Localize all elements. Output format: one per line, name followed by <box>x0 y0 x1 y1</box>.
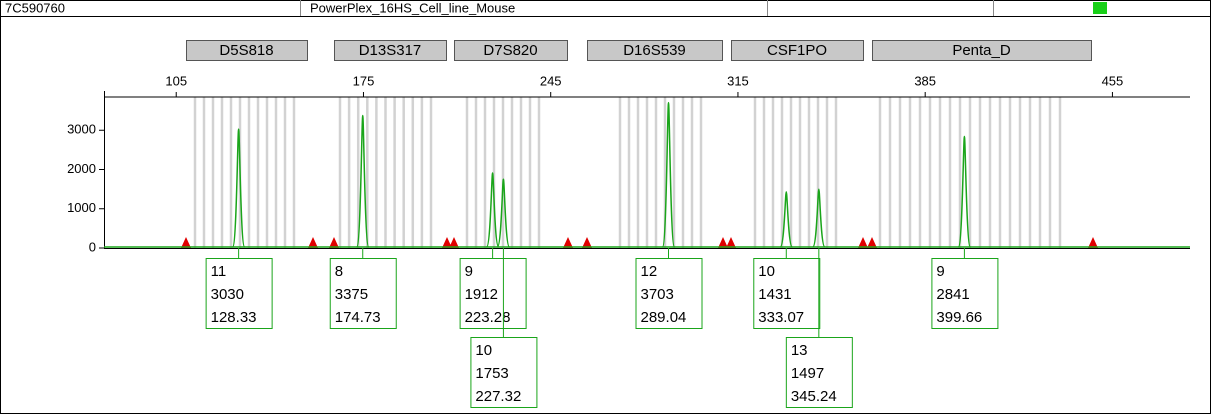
call-size: 227.32 <box>475 388 521 405</box>
call-box <box>459 258 527 329</box>
locus-box <box>334 40 447 61</box>
call-allele: 10 <box>475 342 492 359</box>
y-tick-label: 0 <box>89 239 96 254</box>
locus-box <box>731 40 864 61</box>
locus-box <box>186 40 308 61</box>
peak <box>812 188 826 248</box>
locus-label: CSF1PO <box>767 42 827 59</box>
x-tick-label: 455 <box>1102 73 1124 88</box>
x-tick-label: 385 <box>914 73 936 88</box>
size-marker <box>563 237 573 248</box>
size-marker <box>582 237 592 248</box>
call-box <box>329 258 397 329</box>
status-indicator <box>1093 2 1107 14</box>
size-marker <box>1088 237 1098 248</box>
call-height: 1497 <box>791 365 824 382</box>
y-tick-label: 3000 <box>67 122 96 137</box>
call-box <box>753 258 821 329</box>
locus-label: D7S820 <box>483 42 537 59</box>
call-size: 399.66 <box>936 309 982 326</box>
call-allele: 9 <box>936 263 944 280</box>
call-height: 2841 <box>936 286 969 303</box>
size-marker <box>442 237 452 248</box>
call-allele: 9 <box>465 263 473 280</box>
sample-name: 7C590760 <box>5 0 65 15</box>
peak <box>356 114 370 248</box>
peak <box>496 178 511 248</box>
size-marker <box>329 237 339 248</box>
call-size: 174.73 <box>335 309 381 326</box>
size-marker <box>181 237 191 248</box>
size-marker <box>726 237 736 248</box>
call-allele: 8 <box>335 263 343 280</box>
call-box <box>205 258 273 329</box>
call-box <box>785 337 853 408</box>
call-size: 345.24 <box>791 388 837 405</box>
y-tick-label: 2000 <box>67 161 96 176</box>
call-size: 128.33 <box>211 309 257 326</box>
peak <box>661 101 676 248</box>
x-tick-label: 315 <box>727 73 749 88</box>
call-size: 333.07 <box>758 309 804 326</box>
locus-box <box>587 40 723 61</box>
peak <box>957 135 972 248</box>
peak <box>231 128 246 248</box>
locus-box <box>454 40 568 61</box>
size-marker <box>449 237 459 248</box>
x-tick-label: 105 <box>165 73 187 88</box>
call-allele: 10 <box>758 263 775 280</box>
locus-label: D5S818 <box>219 42 273 59</box>
call-height: 3375 <box>335 286 368 303</box>
call-box <box>470 337 538 408</box>
call-box <box>635 258 703 329</box>
call-allele: 13 <box>791 342 808 359</box>
call-allele: 11 <box>211 263 227 280</box>
call-size: 223.28 <box>465 309 511 326</box>
locus-label: D13S317 <box>359 42 422 59</box>
call-size: 289.04 <box>641 309 687 326</box>
peak <box>779 191 794 248</box>
peak <box>485 172 500 248</box>
call-height: 1753 <box>475 365 508 382</box>
call-height: 1431 <box>758 286 791 303</box>
x-tick-label: 245 <box>540 73 562 88</box>
locus-box <box>872 40 1092 61</box>
locus-label: D16S539 <box>623 42 686 59</box>
size-marker <box>308 237 318 248</box>
size-marker <box>867 237 877 248</box>
locus-label: Penta_D <box>952 42 1011 59</box>
panel-name: PowerPlex_16HS_Cell_line_Mouse <box>310 0 515 15</box>
call-height: 1912 <box>465 286 498 303</box>
call-allele: 12 <box>641 263 658 280</box>
call-height: 3703 <box>641 286 674 303</box>
size-marker <box>858 237 868 248</box>
call-height: 3030 <box>211 286 244 303</box>
y-tick-label: 1000 <box>67 200 96 215</box>
call-box <box>931 258 999 329</box>
x-tick-label: 175 <box>353 73 375 88</box>
size-marker <box>718 237 728 248</box>
